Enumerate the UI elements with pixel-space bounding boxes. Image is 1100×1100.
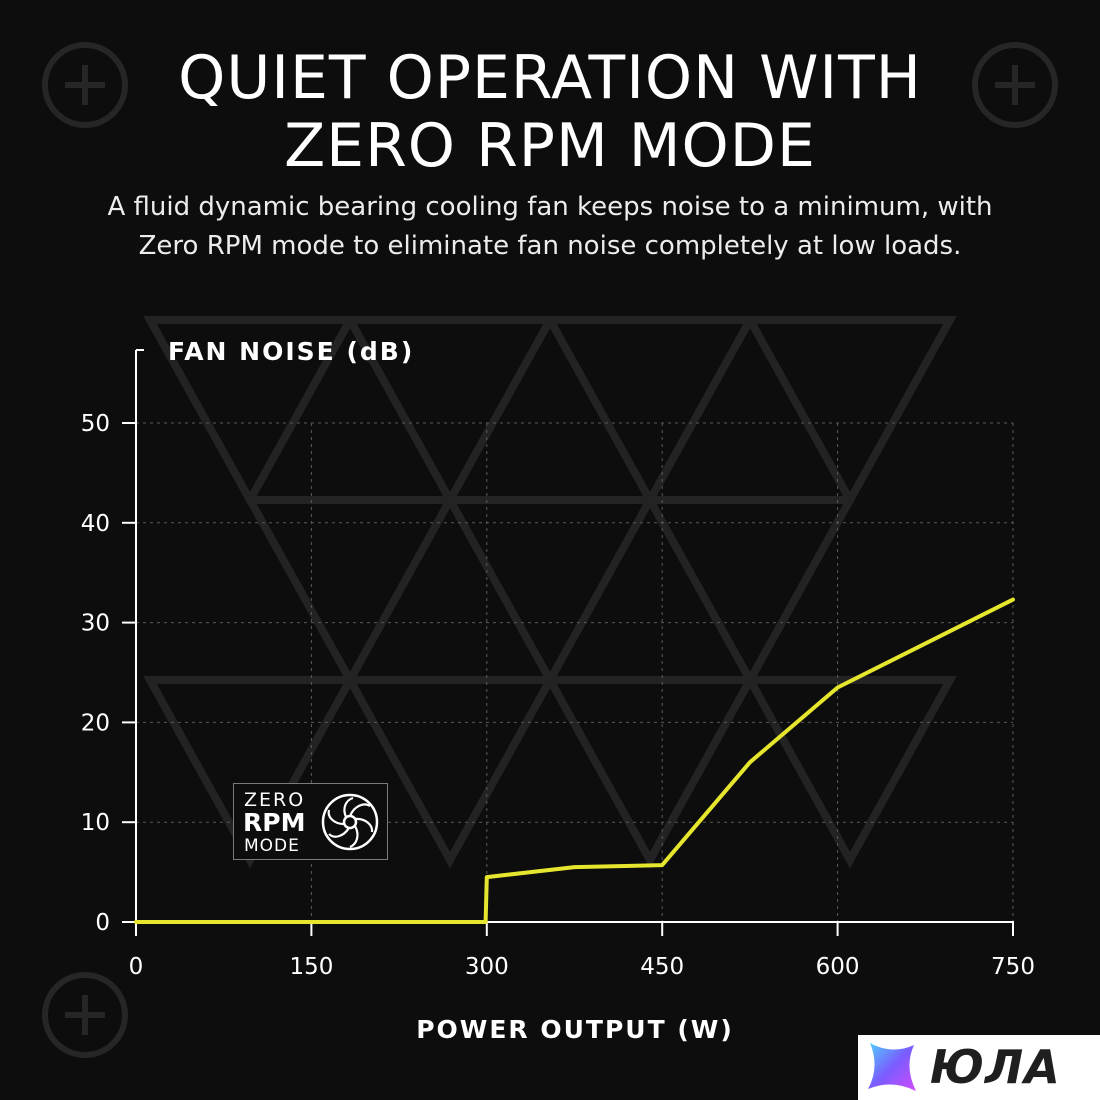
screw-icon <box>42 42 1058 1058</box>
x-tick-label-4: 600 <box>816 954 860 980</box>
x-axis-label: POWER OUTPUT (W) <box>416 1015 734 1044</box>
page-subtitle: A fluid dynamic bearing cooling fan keep… <box>0 188 1100 266</box>
x-tick-label-1: 150 <box>289 954 333 980</box>
x-tick-label-3: 450 <box>640 954 684 980</box>
fan-icon <box>321 793 379 851</box>
x-tick-label-5: 750 <box>991 954 1035 980</box>
yula-star-logo <box>868 1043 916 1091</box>
y-tick-label-5: 50 <box>81 411 110 437</box>
watermark: ЮЛА <box>858 1035 1100 1100</box>
badge-line-zero: ZERO <box>244 789 306 811</box>
badge-line-rpm: RPM <box>243 808 306 837</box>
x-tick-label-2: 300 <box>465 954 509 980</box>
y-tick-label-0: 0 <box>95 910 110 936</box>
title-line-1: QUIET OPERATION WITH <box>178 43 922 113</box>
watermark-text: ЮЛА <box>930 1040 1061 1094</box>
y-tick-label-1: 10 <box>81 810 110 836</box>
fan-noise-series-line <box>134 597 1015 924</box>
fan-noise-chart: 0 10 20 30 40 50 0 150 300 450 600 750 <box>81 349 1035 980</box>
y-tick-label-2: 20 <box>81 710 110 736</box>
x-tick-label-0: 0 <box>129 954 144 980</box>
y-tick-label-3: 30 <box>81 611 110 637</box>
page-title: QUIET OPERATION WITH ZERO RPM MODE <box>0 44 1100 180</box>
title-line-2: ZERO RPM MODE <box>284 111 816 181</box>
y-tick-label-4: 40 <box>81 511 110 537</box>
badge-line-mode: MODE <box>244 836 300 856</box>
y-axis-label: FAN NOISE (dB) <box>168 337 415 366</box>
zero-rpm-badge: ZERO RPM MODE <box>233 783 388 860</box>
subtitle-line-1: A fluid dynamic bearing cooling fan keep… <box>107 192 993 222</box>
subtitle-line-2: Zero RPM mode to eliminate fan noise com… <box>138 231 962 261</box>
